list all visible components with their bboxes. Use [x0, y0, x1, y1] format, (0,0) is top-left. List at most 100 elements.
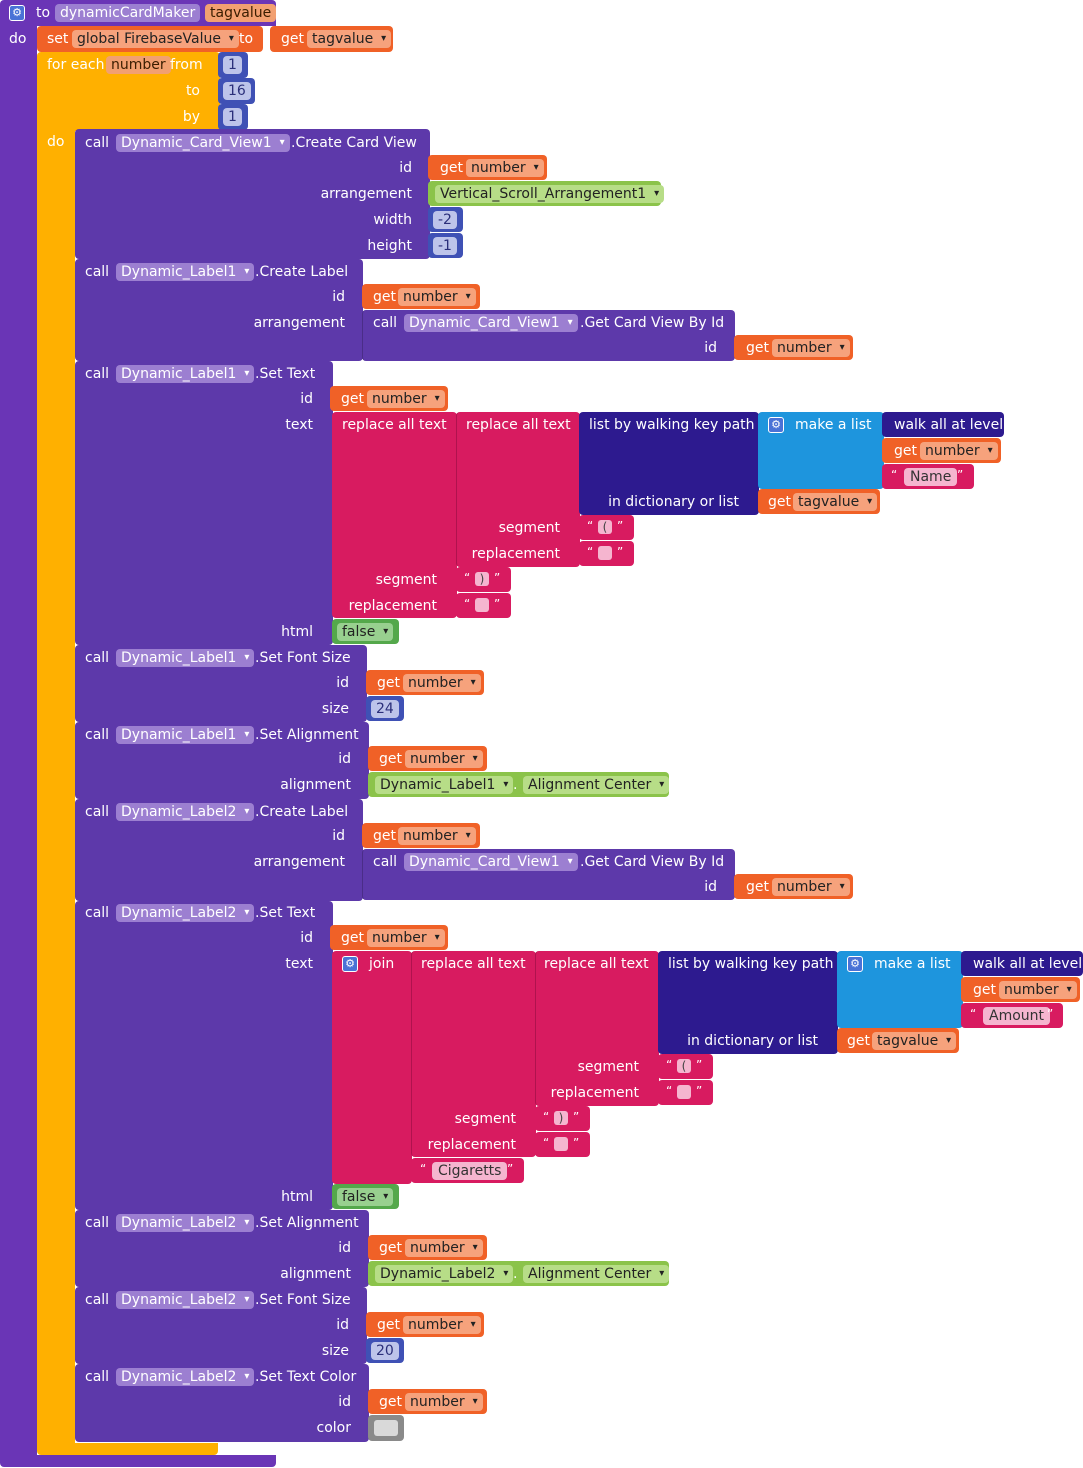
walk-all-at-level-block[interactable] — [882, 412, 1004, 437]
get-number-dropdown[interactable]: number — [367, 929, 445, 947]
procedure-param[interactable]: tagvalue — [205, 4, 277, 22]
close-quote-icon: ” — [957, 468, 964, 482]
from-number-field[interactable]: 1 — [223, 56, 242, 74]
get-number-dropdown[interactable]: number — [367, 390, 445, 408]
list-by-walking-key-path-block[interactable] — [579, 412, 759, 515]
replace-all-text-outer-block[interactable] — [332, 412, 457, 618]
empty-string-field[interactable] — [598, 546, 612, 560]
get-number-dropdown[interactable]: number — [405, 750, 483, 768]
get-keyword: get — [847, 1033, 870, 1049]
open-paren-string[interactable]: ( — [598, 520, 612, 534]
close-paren-string[interactable]: ) — [475, 572, 489, 586]
height-number-field[interactable]: -1 — [433, 237, 457, 255]
get-number-dropdown[interactable]: number — [405, 1393, 483, 1411]
set-variable-dropdown[interactable]: global FirebaseValue — [72, 30, 239, 48]
label2-component-dropdown[interactable]: Dynamic_Label2 — [116, 1291, 255, 1309]
get-number-dropdown[interactable]: number — [398, 288, 476, 306]
get-number-dropdown[interactable]: number — [920, 442, 998, 460]
get-number-dropdown[interactable]: number — [466, 159, 544, 177]
label1-component-dropdown[interactable]: Dynamic_Label1 — [116, 365, 255, 383]
replace-all-text-inner-block[interactable] — [456, 412, 580, 567]
name-string[interactable]: Name — [904, 468, 958, 486]
empty-string-field[interactable] — [475, 598, 489, 612]
label2-component-dropdown[interactable]: Dynamic_Label2 — [116, 803, 255, 821]
get-variable-dropdown[interactable]: tagvalue — [307, 30, 392, 48]
get-keyword: get — [377, 675, 400, 691]
replacement-label: replacement — [348, 598, 437, 614]
replacement-label: replacement — [427, 1137, 516, 1153]
open-quote-icon: “ — [420, 1162, 427, 1176]
alignment-center-dropdown[interactable]: Alignment Center — [523, 776, 670, 794]
label1-component-dropdown[interactable]: Dynamic_Label1 — [116, 726, 255, 744]
label1-component-dropdown[interactable]: Dynamic_Label1 — [116, 263, 255, 281]
get-number-dropdown[interactable]: number — [772, 339, 850, 357]
join-block[interactable] — [332, 951, 412, 1184]
cigarettes-string[interactable]: Cigaretts — [432, 1162, 508, 1180]
segment-label: segment — [498, 520, 560, 536]
font-size-number-field[interactable]: 20 — [371, 1342, 399, 1360]
replace-all-text-inner-block[interactable] — [535, 951, 659, 1106]
label2-alignment-component-dropdown[interactable]: Dynamic_Label2 — [375, 1265, 514, 1283]
get-keyword: get — [746, 340, 769, 356]
get-number-dropdown[interactable]: number — [403, 674, 481, 692]
procedure-keyword: to — [36, 5, 51, 21]
close-quote-icon: ” — [617, 519, 624, 533]
amount-string[interactable]: Amount — [983, 1007, 1051, 1025]
label2-component-dropdown[interactable]: Dynamic_Label2 — [116, 904, 255, 922]
get-keyword: get — [373, 289, 396, 305]
get-number-dropdown[interactable]: number — [999, 981, 1077, 999]
walk-all-at-level-block[interactable] — [961, 951, 1083, 976]
id-label: id — [338, 751, 351, 767]
make-list-gear-icon[interactable]: ⚙ — [768, 417, 784, 433]
false-dropdown[interactable]: false — [337, 1188, 394, 1206]
open-paren-string[interactable]: ( — [677, 1059, 691, 1073]
list-by-walking-key-path-block[interactable] — [658, 951, 838, 1054]
label1-alignment-component-dropdown[interactable]: Dynamic_Label1 — [375, 776, 514, 794]
get-tagvalue-dropdown[interactable]: tagvalue — [872, 1032, 957, 1050]
size-label: size — [321, 701, 349, 717]
label1-component-dropdown[interactable]: Dynamic_Label1 — [116, 649, 255, 667]
set-text-label2-block[interactable] — [75, 901, 333, 1210]
close-paren-string[interactable]: ) — [554, 1111, 568, 1125]
call-keyword: call — [85, 366, 110, 382]
card-view-component-dropdown[interactable]: Dynamic_Card_View1 — [404, 314, 578, 332]
procedure-gear-icon[interactable]: ⚙ — [9, 5, 25, 21]
join-gear-icon[interactable]: ⚙ — [342, 956, 358, 972]
label2-component-dropdown[interactable]: Dynamic_Label2 — [116, 1368, 255, 1386]
label2-component-dropdown[interactable]: Dynamic_Label2 — [116, 1214, 255, 1232]
create-label-method: .Create Label — [255, 804, 349, 820]
make-list-gear-icon[interactable]: ⚙ — [847, 956, 863, 972]
get-keyword: get — [373, 828, 396, 844]
procedure-name-field[interactable]: dynamicCardMaker — [55, 4, 201, 22]
get-tagvalue-dropdown[interactable]: tagvalue — [793, 493, 878, 511]
get-number-dropdown[interactable]: number — [398, 827, 476, 845]
width-number-field[interactable]: -2 — [433, 211, 457, 229]
by-number-field[interactable]: 1 — [223, 108, 242, 126]
close-quote-icon: ” — [696, 1084, 703, 1098]
make-a-list-label: make a list — [795, 417, 872, 433]
call-keyword: call — [85, 905, 110, 921]
in-dictionary-or-list-label: in dictionary or list — [608, 494, 739, 510]
to-number-field[interactable]: 16 — [223, 82, 251, 100]
card-view-component-dropdown[interactable]: Dynamic_Card_View1 — [116, 134, 290, 152]
call-keyword: call — [85, 264, 110, 280]
font-size-number-field[interactable]: 24 — [371, 700, 399, 718]
get-number-dropdown[interactable]: number — [405, 1239, 483, 1257]
replace-all-text-outer-block[interactable] — [411, 951, 536, 1157]
vertical-scroll-arrangement-dropdown[interactable]: Vertical_Scroll_Arrangement1 — [435, 185, 665, 203]
card-view-component-dropdown[interactable]: Dynamic_Card_View1 — [404, 853, 578, 871]
arrangement-label: arrangement — [320, 186, 412, 202]
id-label: id — [336, 675, 349, 691]
for-each-var[interactable]: number — [106, 56, 171, 74]
false-dropdown[interactable]: false — [337, 623, 394, 641]
color-swatch[interactable] — [374, 1420, 398, 1436]
get-number-dropdown[interactable]: number — [772, 878, 850, 896]
alignment-center-dropdown[interactable]: Alignment Center — [523, 1265, 670, 1283]
get-number-dropdown[interactable]: number — [403, 1316, 481, 1334]
set-text-label1-block[interactable] — [75, 361, 333, 645]
empty-string-field[interactable] — [677, 1085, 691, 1099]
get-keyword: get — [379, 1240, 402, 1256]
segment-label: segment — [577, 1059, 639, 1075]
empty-string-field[interactable] — [554, 1137, 568, 1151]
